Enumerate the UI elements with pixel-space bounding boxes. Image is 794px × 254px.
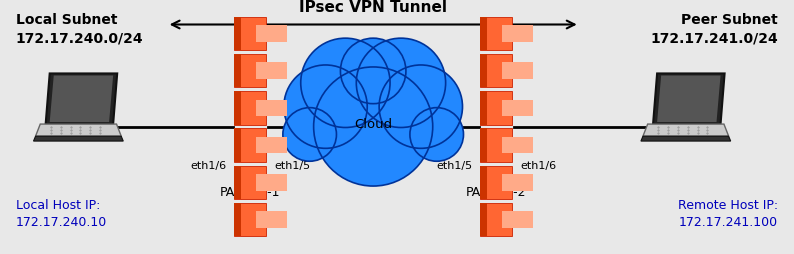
FancyBboxPatch shape [480, 129, 488, 162]
FancyBboxPatch shape [256, 100, 287, 117]
Polygon shape [36, 124, 121, 137]
FancyBboxPatch shape [480, 18, 512, 51]
Text: eth1/5: eth1/5 [274, 160, 310, 170]
Polygon shape [641, 137, 730, 141]
Text: eth1/5: eth1/5 [436, 160, 472, 170]
Ellipse shape [314, 68, 433, 186]
FancyBboxPatch shape [480, 18, 488, 51]
Ellipse shape [380, 66, 462, 149]
FancyBboxPatch shape [480, 55, 512, 88]
Ellipse shape [341, 39, 406, 104]
Polygon shape [653, 74, 725, 124]
FancyBboxPatch shape [480, 166, 512, 199]
FancyBboxPatch shape [234, 18, 266, 51]
Ellipse shape [283, 66, 367, 149]
FancyBboxPatch shape [502, 63, 533, 80]
FancyBboxPatch shape [234, 18, 241, 51]
FancyBboxPatch shape [234, 92, 266, 125]
Text: PAN-FW-1: PAN-FW-1 [220, 185, 280, 198]
Text: PAN-FW-2: PAN-FW-2 [466, 185, 526, 198]
Text: Local Host IP:
172.17.240.10: Local Host IP: 172.17.240.10 [16, 198, 107, 228]
Polygon shape [50, 76, 114, 123]
FancyBboxPatch shape [256, 212, 287, 228]
Text: eth1/6: eth1/6 [190, 160, 226, 170]
Ellipse shape [283, 108, 337, 162]
Polygon shape [657, 76, 720, 123]
FancyBboxPatch shape [480, 55, 488, 88]
FancyBboxPatch shape [502, 100, 533, 117]
Text: eth1/6: eth1/6 [520, 160, 557, 170]
FancyBboxPatch shape [256, 63, 287, 80]
Text: IPsec VPN Tunnel: IPsec VPN Tunnel [299, 0, 447, 15]
FancyBboxPatch shape [480, 203, 512, 236]
FancyBboxPatch shape [234, 166, 241, 199]
Ellipse shape [357, 39, 445, 128]
FancyBboxPatch shape [234, 55, 266, 88]
FancyBboxPatch shape [480, 129, 512, 162]
FancyBboxPatch shape [234, 203, 266, 236]
FancyBboxPatch shape [502, 212, 533, 228]
FancyBboxPatch shape [502, 174, 533, 191]
Text: Local Subnet
172.17.240.0/24: Local Subnet 172.17.240.0/24 [16, 13, 144, 45]
FancyBboxPatch shape [234, 92, 241, 125]
FancyBboxPatch shape [234, 129, 241, 162]
FancyBboxPatch shape [256, 137, 287, 154]
Polygon shape [643, 124, 729, 137]
FancyBboxPatch shape [480, 92, 488, 125]
FancyBboxPatch shape [234, 166, 266, 199]
Polygon shape [46, 74, 118, 124]
FancyBboxPatch shape [480, 166, 488, 199]
Ellipse shape [410, 108, 464, 162]
FancyBboxPatch shape [502, 26, 533, 42]
FancyBboxPatch shape [480, 92, 512, 125]
FancyBboxPatch shape [256, 26, 287, 42]
FancyBboxPatch shape [234, 203, 241, 236]
Text: Peer Subnet
172.17.241.0/24: Peer Subnet 172.17.241.0/24 [650, 13, 778, 45]
Text: Cloud: Cloud [354, 118, 392, 131]
FancyBboxPatch shape [234, 129, 266, 162]
Polygon shape [33, 137, 123, 141]
FancyBboxPatch shape [234, 55, 241, 88]
FancyBboxPatch shape [256, 174, 287, 191]
FancyBboxPatch shape [502, 137, 533, 154]
FancyBboxPatch shape [480, 203, 488, 236]
Text: Remote Host IP:
172.17.241.100: Remote Host IP: 172.17.241.100 [678, 198, 778, 228]
Ellipse shape [301, 39, 390, 128]
